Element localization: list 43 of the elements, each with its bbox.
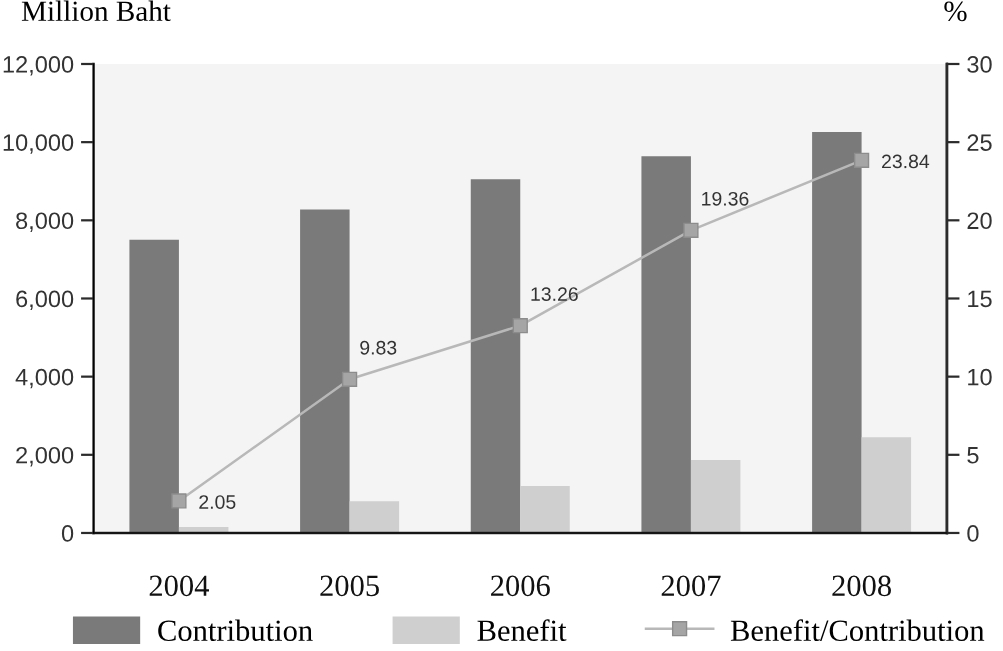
x-tick-label: 2005	[320, 575, 379, 597]
point	[512, 318, 528, 334]
y-tick-label: 0	[61, 525, 74, 542]
y2-tick-label: 0	[967, 525, 979, 542]
y-tick-label: 2,000	[16, 446, 74, 467]
y2-tick-label: 20	[967, 212, 992, 230]
bar	[861, 437, 912, 533]
y-tick-label: 12,000	[3, 56, 74, 76]
y2-tick-label: 15	[968, 290, 992, 308]
bar	[641, 156, 691, 533]
y2-tick-label: 30	[967, 56, 992, 73]
y-tick-label: 4,000	[15, 368, 74, 389]
x-tick-label: 2008	[832, 575, 891, 597]
x-tick-label: 2006	[491, 575, 550, 597]
point	[341, 371, 358, 387]
y2-tick-label: 5	[967, 447, 979, 464]
data-label: 19.36	[702, 191, 749, 206]
bar	[812, 132, 862, 533]
bar	[520, 486, 570, 533]
legend-label: Contribution	[158, 619, 313, 642]
x-tick-label: 2004	[149, 575, 209, 597]
bar	[470, 179, 521, 533]
bar	[129, 239, 179, 533]
data-label: 2.05	[199, 495, 236, 509]
legend-label: Benefit/Contribution	[730, 619, 985, 642]
y-tick-label: 6,000	[16, 290, 74, 311]
y-tick-label: 10,000	[3, 134, 74, 154]
bar	[690, 459, 741, 533]
bar	[300, 209, 350, 533]
x-tick-label: 2007	[661, 575, 721, 597]
y2-tick-label: 10	[968, 368, 992, 386]
point	[683, 222, 699, 238]
y-tick-label: 8,000	[16, 212, 74, 232]
bar	[349, 501, 400, 533]
point	[853, 152, 870, 168]
y2-axis-title: %	[944, 1, 967, 22]
data-label: 9.83	[360, 340, 397, 355]
y2-tick-label: 25	[967, 134, 992, 151]
legend-label: Benefit	[477, 619, 567, 642]
y-axis-title: Million Baht	[21, 0, 171, 22]
point	[171, 493, 187, 509]
data-label: 13.26	[531, 287, 578, 302]
data-label: 23.84	[882, 154, 930, 169]
